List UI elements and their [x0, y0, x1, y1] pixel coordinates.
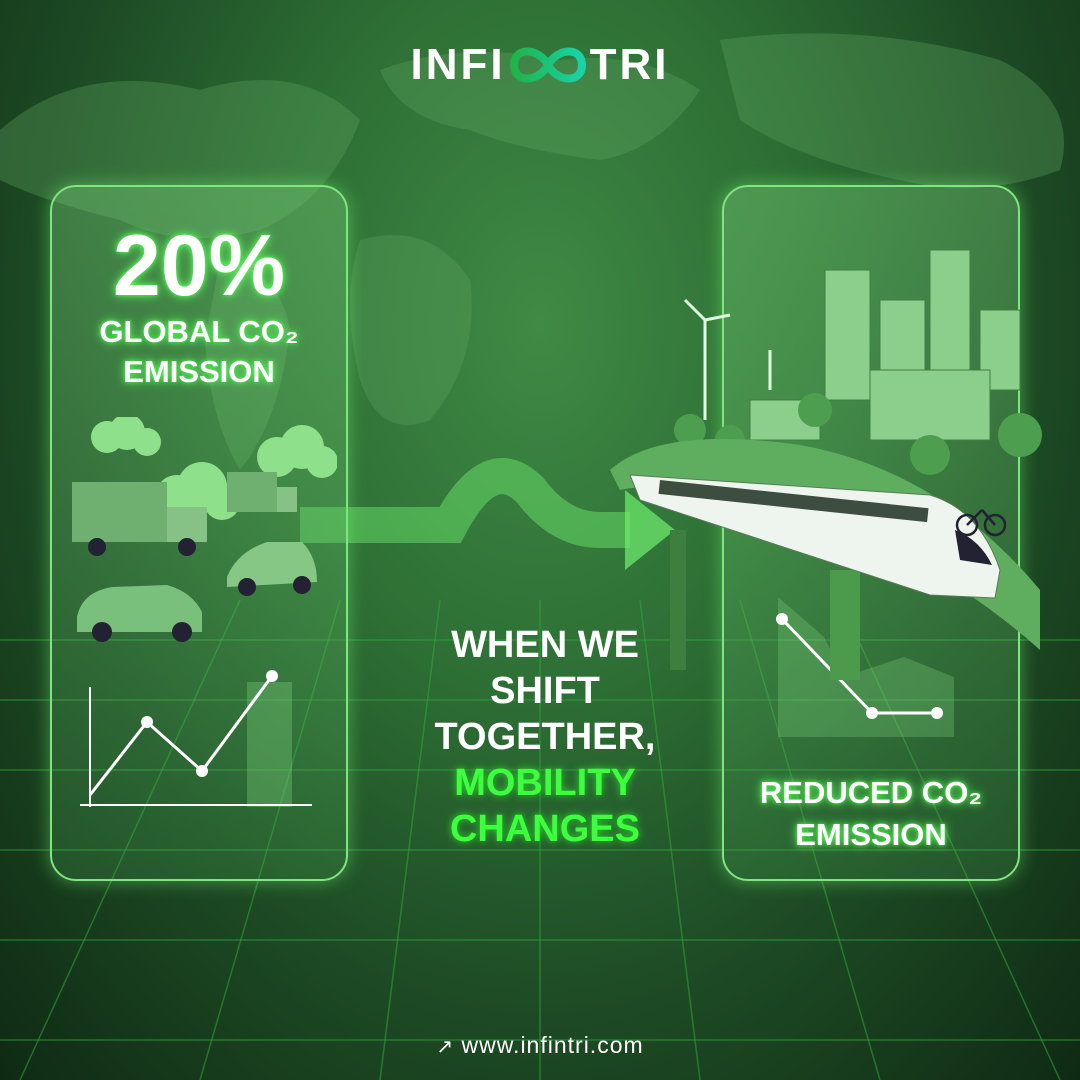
- headline-highlight2: CHANGES: [449, 808, 641, 850]
- chart-point: [866, 707, 878, 719]
- emission-percent: 20%: [112, 218, 286, 314]
- reducing-emission-chart: [776, 597, 954, 737]
- logo-text-left: INFI: [410, 40, 506, 89]
- wind-turbine-icon: [683, 298, 772, 420]
- infinity-icon: [509, 47, 586, 83]
- website-url[interactable]: www.infintri.com: [461, 1032, 644, 1058]
- chart-point: [141, 716, 153, 728]
- website-link[interactable]: ↗ www.infintri.com: [0, 1032, 1080, 1059]
- emission-label-line1: GLOBAL CO₂: [99, 314, 299, 349]
- brand-logo: INFI TRI: [0, 40, 1080, 90]
- city-icon: [749, 249, 1021, 441]
- world-map-background: [0, 33, 1064, 470]
- vehicles-illustration: [72, 417, 337, 642]
- perspective-grid: [0, 600, 1080, 1080]
- chart-point: [931, 707, 943, 719]
- chart-point: [776, 613, 788, 625]
- headline-line2: SHIFT: [490, 670, 600, 712]
- reduced-label-line2: EMISSION: [795, 817, 947, 852]
- flow-arrow: [300, 458, 675, 570]
- bicycle-icon: [955, 509, 1007, 537]
- chart-point: [266, 670, 278, 682]
- train-icon: [629, 474, 1001, 599]
- reduced-label-line1: REDUCED CO₂: [759, 775, 983, 810]
- headline-line1: WHEN WE: [451, 624, 639, 666]
- global-emission-panel: 20% GLOBAL CO₂ EMISSION: [50, 185, 348, 881]
- chart-point: [196, 765, 208, 777]
- tree-icon: [674, 393, 1042, 475]
- truck-icon: [72, 472, 297, 556]
- rising-emission-chart: [80, 670, 312, 807]
- emission-label-line2: EMISSION: [123, 354, 275, 389]
- headline-line3: TOGETHER,: [434, 716, 656, 758]
- logo-text-right: TRI: [589, 40, 670, 89]
- headline: WHEN WE SHIFT TOGETHER, MOBILITY CHANGES: [400, 622, 690, 852]
- green-city-illustration: [610, 249, 1042, 680]
- headline-highlight1: MOBILITY: [454, 762, 636, 804]
- arrow-up-right-icon: ↗: [436, 1036, 455, 1058]
- car-icon: [77, 542, 317, 642]
